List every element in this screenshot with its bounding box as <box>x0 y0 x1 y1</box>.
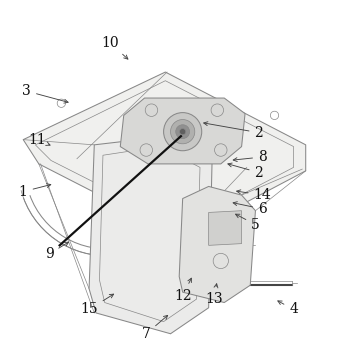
Circle shape <box>164 113 202 151</box>
Circle shape <box>180 129 186 135</box>
Text: 3: 3 <box>22 84 68 103</box>
Text: 15: 15 <box>80 294 113 317</box>
Polygon shape <box>23 72 306 237</box>
Text: 9: 9 <box>45 242 69 261</box>
Text: 12: 12 <box>174 278 191 303</box>
Text: 6: 6 <box>233 202 267 216</box>
Text: 8: 8 <box>233 150 267 164</box>
Polygon shape <box>179 186 255 303</box>
Text: 10: 10 <box>101 36 128 59</box>
Text: 5: 5 <box>236 214 260 232</box>
Text: 4: 4 <box>278 301 298 317</box>
Text: 14: 14 <box>237 188 271 202</box>
Text: 1: 1 <box>19 184 51 199</box>
Text: 7: 7 <box>142 316 168 341</box>
Circle shape <box>171 120 195 144</box>
Text: 2: 2 <box>228 163 263 180</box>
Polygon shape <box>89 136 212 334</box>
Circle shape <box>176 125 190 139</box>
Polygon shape <box>120 98 245 164</box>
Text: 11: 11 <box>28 132 50 146</box>
Circle shape <box>164 153 170 158</box>
Text: 13: 13 <box>205 284 223 306</box>
Text: 2: 2 <box>204 122 263 140</box>
Polygon shape <box>209 211 242 245</box>
